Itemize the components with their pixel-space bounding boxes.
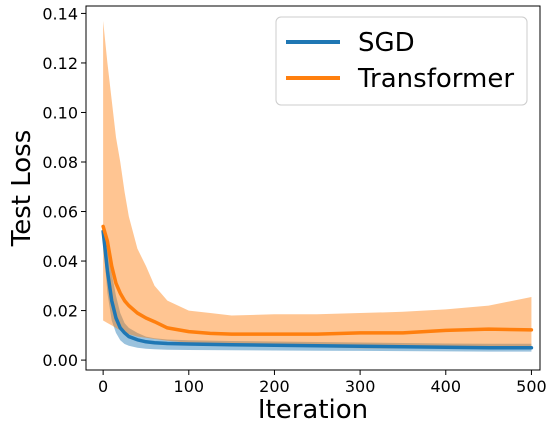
band-transformer bbox=[103, 20, 532, 349]
y-tick-label: 0.12 bbox=[42, 54, 78, 73]
x-axis-ticks: 0 100 200 300 400 500 bbox=[98, 370, 547, 396]
x-tick-label: 0 bbox=[98, 377, 108, 396]
x-axis-title: Iteration bbox=[258, 395, 368, 425]
y-axis-title: Test Loss bbox=[7, 130, 37, 248]
y-tick-label: 0.14 bbox=[42, 4, 78, 23]
y-tick-label: 0.02 bbox=[42, 302, 78, 321]
x-tick-label: 200 bbox=[259, 377, 290, 396]
x-tick-label: 300 bbox=[345, 377, 376, 396]
legend-label-transformer: Transformer bbox=[357, 64, 514, 94]
y-tick-label: 0.06 bbox=[42, 203, 78, 222]
y-tick-label: 0.10 bbox=[42, 103, 78, 122]
plot-frame bbox=[85, 5, 541, 371]
line-transformer bbox=[101, 224, 534, 336]
x-tick-label: 400 bbox=[431, 377, 462, 396]
y-tick-label: 0.00 bbox=[42, 351, 78, 370]
legend: SGD Transformer bbox=[275, 16, 528, 106]
confidence-bands bbox=[103, 20, 532, 352]
band-sgd bbox=[103, 223, 532, 352]
legend-label-sgd: SGD bbox=[358, 28, 415, 58]
y-tick-label: 0.04 bbox=[42, 252, 78, 271]
x-tick-label: 100 bbox=[174, 377, 205, 396]
series-lines bbox=[101, 224, 534, 350]
legend-box bbox=[275, 16, 528, 106]
y-axis-ticks: 0.00 0.02 0.04 0.06 0.08 0.10 0.12 0.14 bbox=[42, 4, 86, 370]
line-sgd bbox=[101, 229, 534, 350]
y-tick-label: 0.08 bbox=[42, 153, 78, 172]
x-tick-label: 500 bbox=[516, 377, 547, 396]
